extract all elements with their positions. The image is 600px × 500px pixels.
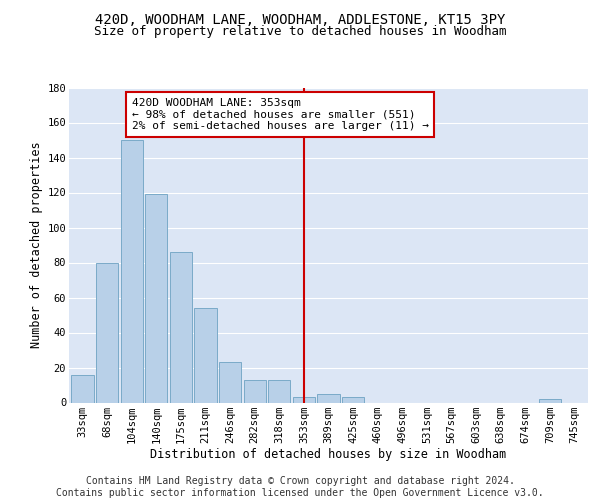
Bar [121,140,143,402]
Bar [244,380,266,402]
Text: 420D, WOODHAM LANE, WOODHAM, ADDLESTONE, KT15 3PY: 420D, WOODHAM LANE, WOODHAM, ADDLESTONE,… [95,12,505,26]
Bar [293,397,315,402]
Bar [194,308,217,402]
Text: Size of property relative to detached houses in Woodham: Size of property relative to detached ho… [94,25,506,38]
Bar [539,399,561,402]
Bar [317,394,340,402]
Bar [268,380,290,402]
Text: Contains HM Land Registry data © Crown copyright and database right 2024.
Contai: Contains HM Land Registry data © Crown c… [56,476,544,498]
Bar [96,262,118,402]
Bar [71,374,94,402]
Bar [170,252,192,402]
Bar [145,194,167,402]
Bar [342,397,364,402]
Bar [219,362,241,403]
Text: 420D WOODHAM LANE: 353sqm
← 98% of detached houses are smaller (551)
2% of semi-: 420D WOODHAM LANE: 353sqm ← 98% of detac… [132,98,429,131]
Y-axis label: Number of detached properties: Number of detached properties [31,142,43,348]
X-axis label: Distribution of detached houses by size in Woodham: Distribution of detached houses by size … [151,448,506,462]
